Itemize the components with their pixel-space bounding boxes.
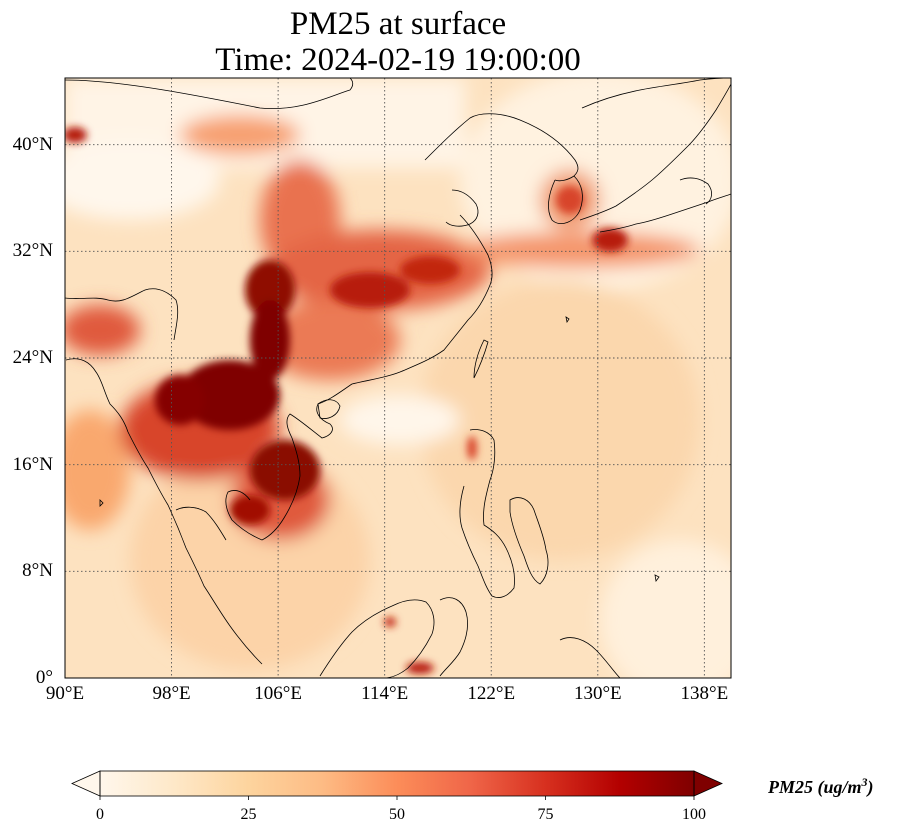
colorbar-gradient xyxy=(100,771,694,796)
lon-label-138: 138°E xyxy=(680,683,729,704)
colorbar-tick-25: 25 xyxy=(240,806,257,823)
colorbar-tick-50: 50 xyxy=(389,806,405,823)
lon-label-122: 122°E xyxy=(467,683,516,704)
lat-label-0: 0° xyxy=(35,667,53,688)
lon-label-130: 130°E xyxy=(573,683,622,704)
colorbar xyxy=(71,770,723,800)
colorbar-label-close: ) xyxy=(867,777,874,797)
pm25-field xyxy=(65,78,731,678)
colorbar-tick-0: 0 xyxy=(96,806,104,823)
lon-label-114: 114°E xyxy=(361,683,409,704)
lat-label-16: 16°N xyxy=(12,453,53,475)
colorbar-tick-marks xyxy=(99,796,695,800)
map-frame xyxy=(64,77,732,679)
lon-label-98: 98°E xyxy=(152,683,191,704)
lat-label-32: 32°N xyxy=(12,240,53,262)
map-title: PM25 at surface xyxy=(289,6,507,42)
map-gridlines xyxy=(65,78,731,678)
colorbar-tick-75: 75 xyxy=(537,806,554,823)
map-time-subtitle: Time: 2024-02-19 19:00:00 xyxy=(215,42,581,78)
lon-label-90: 90°E xyxy=(45,683,85,704)
colorbar-tick-100: 100 xyxy=(682,806,706,823)
colorbar-min-extend-arrow xyxy=(71,770,101,797)
colorbar-label: PM25 (ug/m3) xyxy=(768,775,874,798)
lat-label-24: 24°N xyxy=(12,347,53,368)
lat-label-40: 40°N xyxy=(12,133,53,155)
colorbar-max-extend-arrow xyxy=(693,770,723,797)
colorbar-label-text: PM25 (ug/m xyxy=(768,777,862,797)
colorbar-label-exponent: 3 xyxy=(861,775,868,789)
lat-label-8: 8°N xyxy=(22,560,53,582)
lon-label-106: 106°E xyxy=(254,683,302,704)
